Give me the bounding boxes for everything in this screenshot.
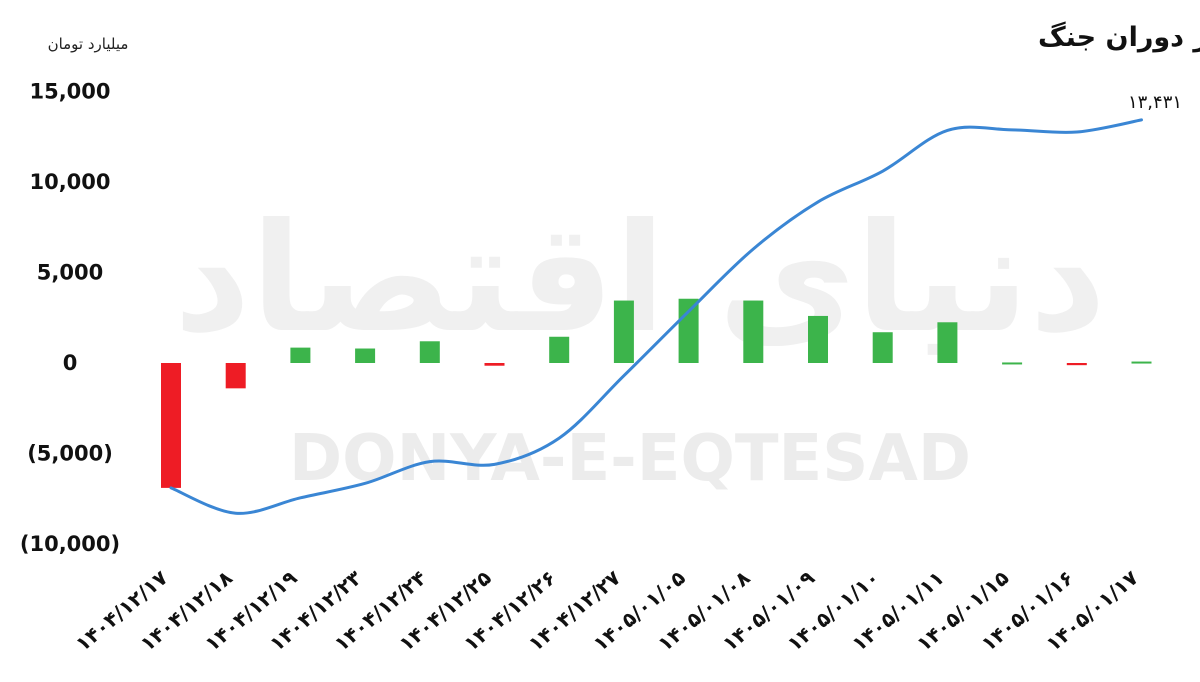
bar <box>225 363 246 389</box>
bar <box>743 300 764 363</box>
bar <box>808 315 828 363</box>
bar <box>1131 361 1152 364</box>
bar <box>419 341 440 363</box>
bar <box>678 298 699 363</box>
watermark-persian: دنیای اقتصاد <box>174 192 1107 366</box>
bar <box>549 336 570 363</box>
y-tick-label: (10,000) <box>20 532 120 556</box>
bar <box>613 300 634 363</box>
y-tick-label: (5,000) <box>27 442 113 466</box>
bar <box>484 363 505 366</box>
bar <box>161 363 181 488</box>
y-tick-label: 15,000 <box>29 80 110 104</box>
y-tick-label: 0 <box>63 351 78 375</box>
line-series <box>169 118 1143 515</box>
y-tick-label: 10,000 <box>29 170 110 194</box>
bar <box>1066 363 1087 366</box>
y-axis-unit-label: میلیارد تومان <box>48 35 129 53</box>
bar <box>872 332 893 363</box>
bar <box>290 347 311 363</box>
end-value-label: ۱۳,۴۳۱ <box>1128 92 1182 113</box>
watermark-latin: DONYA-E-EQTESAD <box>289 422 971 496</box>
bar <box>1002 362 1023 365</box>
chart-title: ورود و خروج روزانه و تجمعی پول به صندوق‌… <box>1038 20 1200 53</box>
bar <box>937 322 958 363</box>
bar <box>355 348 376 363</box>
y-axis-ticks: 15,000 10,000 5,000 0 (5,000) (10,000) <box>20 80 120 557</box>
x-axis-ticks: ۱۴۰۴/۱۲/۱۷۱۴۰۴/۱۲/۱۸۱۴۰۴/۱۲/۱۹۱۴۰۴/۱۲/۲۳… <box>71 565 1143 656</box>
y-tick-label: 5,000 <box>37 261 103 285</box>
cumulative-line <box>169 118 1143 515</box>
